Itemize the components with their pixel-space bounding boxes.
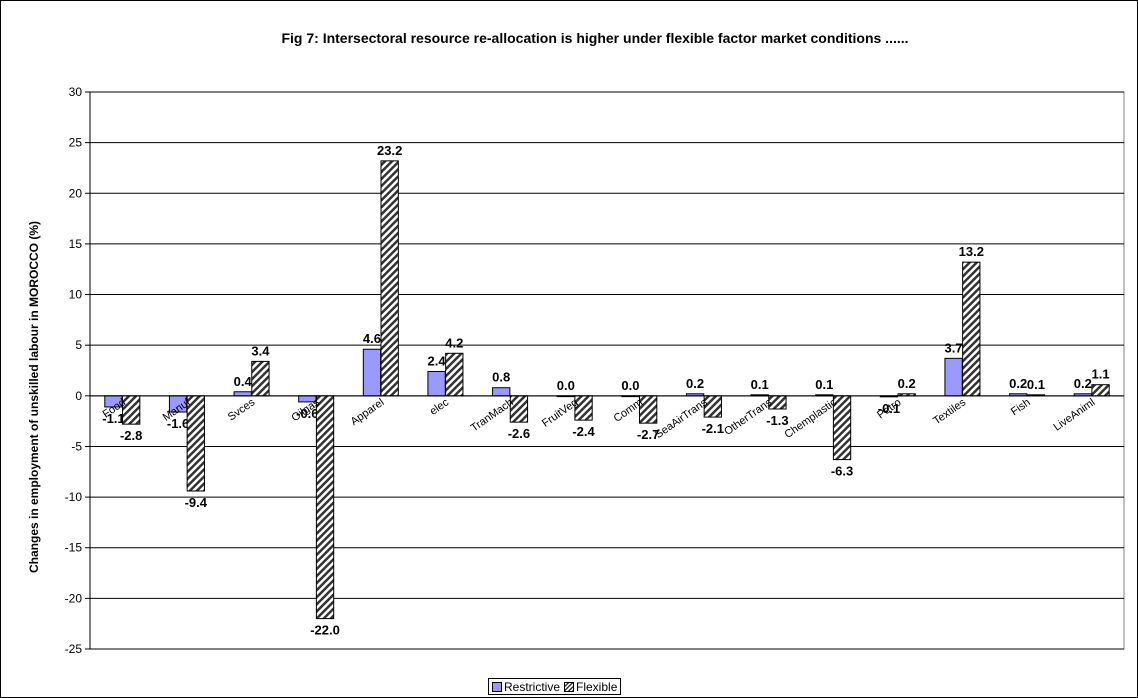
bar-restrictive xyxy=(233,391,252,397)
data-label-flexible: 23.2 xyxy=(377,143,402,158)
data-label-restrictive: 0.0 xyxy=(557,378,575,393)
data-label-restrictive: 0.2 xyxy=(1009,376,1027,391)
bar-flexible xyxy=(380,160,399,397)
data-label-flexible: -2.4 xyxy=(572,424,595,439)
bar-flexible xyxy=(251,360,270,397)
legend-label-flexible: Flexible xyxy=(576,679,618,694)
bar-flexible xyxy=(509,395,529,423)
bar-restrictive xyxy=(362,348,382,397)
bar-flexible xyxy=(122,395,141,425)
y-tick-label: 5 xyxy=(75,338,82,352)
legend-swatch-restrictive xyxy=(492,681,502,692)
data-label-restrictive: 0.2 xyxy=(686,376,704,391)
bar-flexible xyxy=(1091,384,1110,397)
y-tick-label: -10 xyxy=(65,490,83,504)
data-label-flexible: -22.0 xyxy=(310,623,340,638)
data-label-restrictive: 0.0 xyxy=(621,378,639,393)
data-label-restrictive: 0.8 xyxy=(492,370,510,385)
data-label-flexible: -2.6 xyxy=(508,426,530,441)
bar-flexible xyxy=(315,395,335,620)
data-label-restrictive: -0.1 xyxy=(878,401,900,416)
plot-area: 302520151050-5-10-15-20-25-1.1-2.8Food-1… xyxy=(65,85,1125,656)
y-tick-label: 0 xyxy=(75,389,82,403)
data-label-restrictive: -0.6 xyxy=(296,406,318,421)
y-tick-label: -15 xyxy=(65,541,83,555)
data-label-flexible: 3.4 xyxy=(251,343,270,358)
data-label-flexible: -2.1 xyxy=(702,421,724,436)
data-label-restrictive: 3.7 xyxy=(945,340,963,355)
y-tick-label: 15 xyxy=(69,237,83,251)
data-label-flexible: -9.4 xyxy=(185,495,208,510)
data-label-restrictive: -1.6 xyxy=(167,416,189,431)
y-tick-label: -20 xyxy=(65,591,83,605)
data-label-flexible: 13.2 xyxy=(959,244,984,259)
bar-restrictive xyxy=(944,357,963,397)
chart-title: Fig 7: Intersectoral resource re-allocat… xyxy=(281,30,908,46)
data-label-flexible: 0.2 xyxy=(898,376,916,391)
y-tick-label: 10 xyxy=(69,288,83,302)
data-label-restrictive: 0.1 xyxy=(751,377,769,392)
y-axis-title: Changes in employment of unskilled labou… xyxy=(27,221,41,573)
legend: Restrictive Flexible xyxy=(488,678,622,695)
data-label-flexible: -2.8 xyxy=(120,428,142,443)
data-label-flexible: -1.3 xyxy=(766,413,788,428)
data-label-restrictive: 0.2 xyxy=(1074,376,1092,391)
bar-flexible xyxy=(962,261,981,397)
legend-label-restrictive: Restrictive xyxy=(504,679,561,694)
legend-item-flexible: Flexible xyxy=(564,680,617,694)
data-label-restrictive: 2.4 xyxy=(428,354,447,369)
data-label-restrictive: 4.6 xyxy=(363,331,381,346)
bar-restrictive xyxy=(427,371,446,397)
bar-restrictive xyxy=(492,387,511,397)
y-tick-label: -5 xyxy=(71,439,82,453)
bar-flexible xyxy=(445,352,464,397)
legend-swatch-flexible xyxy=(564,681,575,692)
data-label-flexible: 4.2 xyxy=(445,335,463,350)
data-label-flexible: 0.1 xyxy=(1027,377,1045,392)
data-label-restrictive: 0.1 xyxy=(815,377,833,392)
bar-flexible xyxy=(639,395,658,424)
y-tick-label: 25 xyxy=(69,136,83,150)
data-label-restrictive: -1.1 xyxy=(102,411,124,426)
y-tick-label: 30 xyxy=(69,85,83,99)
y-tick-label: -25 xyxy=(65,642,83,656)
y-tick-label: 20 xyxy=(69,186,83,200)
legend-item-restrictive: Restrictive xyxy=(492,680,560,694)
data-label-flexible: -6.3 xyxy=(831,464,853,479)
data-label-flexible: 1.1 xyxy=(1092,367,1110,382)
data-label-flexible: -2.7 xyxy=(637,427,659,442)
data-label-restrictive: 0.4 xyxy=(234,374,253,389)
bar-flexible xyxy=(186,395,205,492)
